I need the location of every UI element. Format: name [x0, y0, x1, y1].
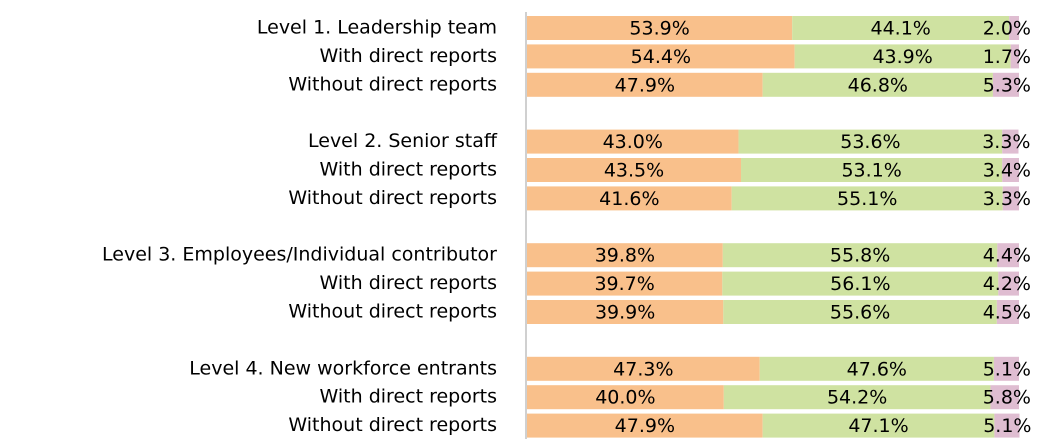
- value-label: 39.7%: [594, 273, 654, 295]
- value-label: 5.1%: [983, 415, 1031, 437]
- bar-segment: [794, 44, 1011, 69]
- value-label: 4.4%: [983, 245, 1031, 267]
- category-label: With direct reports: [320, 272, 497, 294]
- category-label: Level 1. Leadership team: [257, 17, 497, 39]
- bar-segment: [527, 44, 795, 69]
- bar-segment: [731, 186, 1003, 211]
- value-label: 47.1%: [848, 415, 908, 437]
- bar-segment: [738, 129, 1003, 154]
- value-label: 40.0%: [595, 387, 655, 409]
- bar-segment: [762, 413, 995, 438]
- bar-segment: [1002, 186, 1019, 211]
- category-label: With direct reports: [320, 45, 497, 67]
- category-label: With direct reports: [320, 386, 497, 408]
- category-label: Without direct reports: [288, 414, 497, 436]
- bar-segment: [527, 300, 724, 324]
- value-label: 53.1%: [841, 160, 901, 182]
- bar-segment: [723, 385, 991, 410]
- bar-segment: [527, 186, 732, 211]
- bar-segment: [994, 413, 1020, 438]
- category-label: Level 2. Senior staff: [308, 130, 498, 152]
- value-label: 1.7%: [983, 46, 1031, 68]
- bar-segment: [1002, 158, 1019, 182]
- value-label: 55.6%: [830, 302, 890, 324]
- bar-segment: [792, 16, 1010, 40]
- bar-segment: [1009, 16, 1019, 40]
- bar-segment: [722, 243, 998, 268]
- value-label: 56.1%: [830, 273, 890, 295]
- value-label: 41.6%: [599, 188, 659, 210]
- bar-segment: [527, 72, 763, 97]
- value-label: 5.3%: [983, 74, 1031, 96]
- bar-segment: [527, 16, 793, 40]
- bar-segment: [762, 72, 993, 97]
- category-label: Without direct reports: [288, 187, 497, 209]
- value-label: 3.3%: [982, 131, 1030, 153]
- bar-segment: [723, 300, 997, 324]
- value-label: 43.5%: [604, 160, 664, 182]
- value-label: 54.4%: [631, 46, 691, 68]
- bar-segment: [527, 129, 739, 154]
- bar-segment: [997, 243, 1019, 268]
- value-label: 55.1%: [837, 188, 897, 210]
- bar-segment: [527, 356, 760, 381]
- value-label: 55.8%: [830, 245, 890, 267]
- value-label: 5.8%: [983, 387, 1031, 409]
- value-label: 4.5%: [983, 302, 1031, 324]
- value-label: 47.3%: [613, 358, 673, 380]
- bar-segment: [527, 243, 723, 268]
- value-label: 3.3%: [983, 188, 1031, 210]
- value-label: 39.9%: [595, 302, 655, 324]
- value-label: 53.9%: [629, 18, 689, 40]
- value-label: 4.2%: [983, 273, 1031, 295]
- bar-segment: [992, 72, 1019, 97]
- category-label: Without direct reports: [288, 301, 497, 323]
- value-label: 47.9%: [615, 74, 675, 96]
- category-label: Level 3. Employees/Individual contributo…: [102, 244, 497, 266]
- value-label: 5.1%: [983, 358, 1031, 380]
- value-label: 47.6%: [847, 358, 907, 380]
- bar-segment: [1010, 44, 1019, 69]
- bar-segment: [527, 413, 763, 438]
- category-label: Level 4. New workforce entrants: [189, 357, 497, 379]
- value-label: 47.9%: [615, 415, 675, 437]
- bar-segment: [527, 385, 724, 410]
- bar-segment: [722, 271, 999, 296]
- value-label: 2.0%: [983, 18, 1031, 40]
- value-label: 46.8%: [848, 74, 908, 96]
- bar-segment: [998, 271, 1019, 296]
- category-label: Without direct reports: [288, 73, 497, 95]
- bar-segment: [993, 356, 1019, 381]
- bar-segment: [996, 300, 1019, 324]
- bar-segment: [527, 271, 723, 296]
- value-label: 54.2%: [827, 387, 887, 409]
- value-label: 39.8%: [595, 245, 655, 267]
- bar-segment: [759, 356, 994, 381]
- value-label: 53.6%: [840, 131, 900, 153]
- value-label: 3.4%: [983, 160, 1031, 182]
- value-label: 43.9%: [872, 46, 932, 68]
- bar-segment: [527, 158, 742, 182]
- value-label: 43.0%: [603, 131, 663, 153]
- bar-segment: [990, 385, 1019, 410]
- bar-segment: [741, 158, 1003, 182]
- category-label: With direct reports: [320, 159, 497, 181]
- value-label: 44.1%: [870, 18, 930, 40]
- bar-segment: [1002, 129, 1019, 154]
